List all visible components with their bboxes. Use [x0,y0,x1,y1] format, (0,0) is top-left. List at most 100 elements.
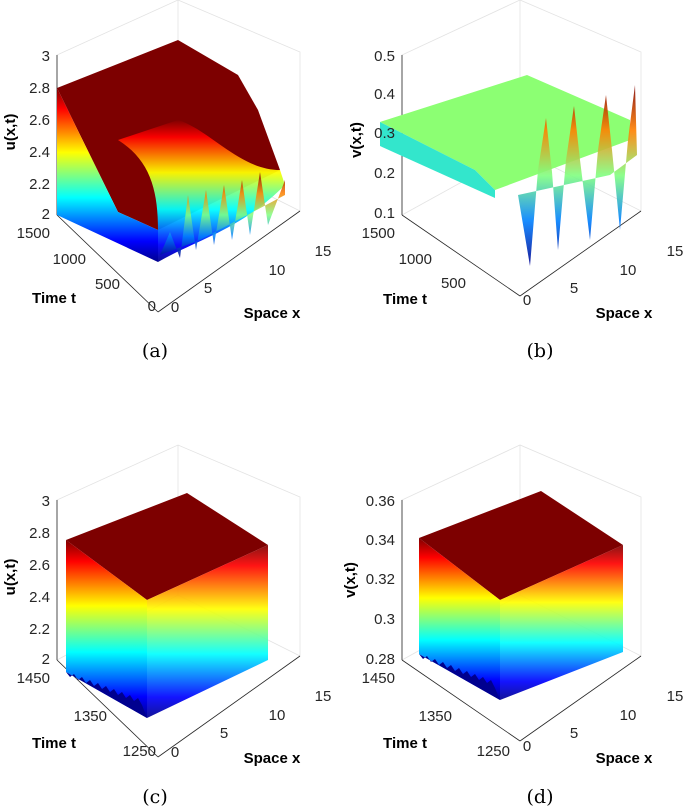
surface-plateau-top-b [380,75,630,190]
x-tick-c-4: 15 [315,688,332,705]
x-tick-d-3: 10 [620,707,637,724]
caption-b: (b) [527,340,554,362]
surface-ridges-d [419,654,500,700]
x-tick-b-2: 5 [570,280,578,297]
z-tick-c-2: 2.2 [29,621,50,638]
caption-a: (a) [142,340,168,362]
x-tick-d-2: 5 [570,725,578,742]
z-tick-a-6: 3 [42,48,50,65]
y-tick-a-3: 1000 [53,251,86,268]
x-tick-a-1: 0 [171,299,179,316]
x-tick-a-4: 15 [315,243,332,260]
z-tick-c-6: 3 [42,493,50,510]
x-ticks-a: 0 5 10 15 [171,243,332,316]
z-ticks-a: 3 2.8 2.6 2.4 2.2 2 [29,48,50,223]
y-axis-b [401,214,521,297]
z-tick-b-4: 0.4 [374,86,395,103]
surface-front-left-d [419,538,500,700]
y-tick-a-1: 0 [148,298,156,315]
surface-front-right-c [147,545,268,718]
z-tick-c-1: 2 [42,651,50,668]
z-tick-b-5: 0.5 [374,48,395,65]
surface-front-left-c [66,540,147,718]
y-tick-d-2: 1350 [419,708,452,725]
z-ticks-c: 3 2.8 2.6 2.4 2.2 2 [29,493,50,668]
surface-front-b [380,122,495,198]
x-tick-b-1: 0 [523,292,531,309]
z-tick-a-5: 2.8 [29,80,50,97]
x-tick-a-3: 10 [269,262,286,279]
surface-wall-a [118,120,285,262]
x-tick-d-1: 0 [523,738,531,755]
zlabel-b: v(x,t) [348,122,365,158]
z-tick-b-2: 0.2 [374,165,395,182]
panel-c: 3 2.8 2.6 2.4 2.2 2 1450 1350 1250 0 5 1… [2,444,332,808]
x-tick-c-1: 0 [171,744,179,761]
surface-top-c [66,493,268,600]
caption-d: (d) [527,786,554,808]
x-tick-b-3: 10 [620,262,637,279]
z-tick-a-2: 2.2 [29,176,50,193]
z-tick-a-4: 2.6 [29,112,50,129]
x-tick-c-3: 10 [269,707,286,724]
z-tick-b-1: 0.1 [374,205,395,222]
ylabel-d: Time t [383,735,427,752]
z-tick-c-5: 2.8 [29,525,50,542]
y-tick-d-1: 1250 [477,743,510,760]
xlabel-d: Space x [596,750,653,767]
x-tick-c-2: 5 [220,725,228,742]
xlabel-a: Space x [244,305,301,322]
y-axis-a [56,214,159,313]
y-tick-c-1: 1250 [123,743,156,760]
surface-front-a [57,88,158,262]
z-ticks-b: 0.5 0.4 0.3 0.2 0.1 [374,48,395,222]
z-tick-a-1: 2 [42,206,50,223]
y-ticks-a: 1500 1000 500 0 [17,225,156,315]
z-tick-a-3: 2.4 [29,144,50,161]
y-tick-c-2: 1350 [74,708,107,725]
z-tick-c-3: 2.4 [29,589,50,606]
z-tick-d-5: 0.36 [366,493,395,510]
z-tick-c-4: 2.6 [29,557,50,574]
x-ticks-b: 0 5 10 15 [523,243,684,309]
y-ticks-b: 1500 1000 500 [362,225,466,292]
y-tick-d-3: 1450 [362,670,395,687]
x-tick-b-4: 15 [667,243,684,260]
y-tick-a-2: 500 [95,276,120,293]
z-tick-d-3: 0.32 [366,571,395,588]
zlabel-d: v(x,t) [342,562,359,598]
panel-b: 0.5 0.4 0.3 0.2 0.1 1500 1000 500 0 5 10… [348,0,683,362]
surface-top-d [419,491,623,600]
x-axis-a [157,210,301,313]
xlabel-c: Space x [244,750,301,767]
ylabel-a: Time t [32,290,76,307]
ylabel-b: Time t [383,291,427,308]
y-axis-d [401,659,521,742]
xlabel-b: Space x [596,305,653,322]
y-ticks-c: 1450 1350 1250 [17,670,156,760]
y-ticks-d: 1450 1350 1250 [362,670,510,760]
z-tick-d-1: 0.28 [366,651,395,668]
x-tick-a-2: 5 [204,280,212,297]
y-tick-b-2: 1000 [399,251,432,268]
panel-a: 3 2.8 2.6 2.4 2.2 2 1500 1000 500 0 0 5 … [2,0,331,362]
y-tick-b-1: 500 [441,275,466,292]
zlabel-a: u(x,t) [2,114,19,151]
x-tick-d-4: 15 [667,688,684,705]
z-ticks-d: 0.36 0.34 0.32 0.3 0.28 [366,493,395,668]
panel-d: 0.36 0.34 0.32 0.3 0.28 1450 1350 1250 0… [342,444,684,808]
surface-ridges-c [66,672,147,718]
z-tick-d-2: 0.3 [374,611,395,628]
y-tick-b-3: 1500 [362,225,395,242]
z-tick-b-3: 0.3 [374,125,395,142]
ylabel-c: Time t [32,735,76,752]
caption-c: (c) [142,786,167,808]
surface-front-right-d [500,545,623,700]
zlabel-c: u(x,t) [2,559,19,596]
oscillation-b [518,85,637,266]
z-tick-d-4: 0.34 [366,532,395,549]
y-tick-c-3: 1450 [17,670,50,687]
oscillation-a [160,172,285,258]
x-ticks-d: 0 5 10 15 [523,688,684,755]
